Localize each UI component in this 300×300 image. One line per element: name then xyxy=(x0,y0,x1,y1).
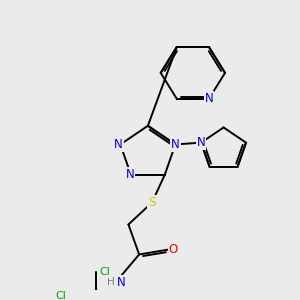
Text: N: N xyxy=(171,138,180,151)
Text: Cl: Cl xyxy=(55,291,66,300)
Text: O: O xyxy=(169,243,178,256)
Text: H: H xyxy=(107,278,115,287)
Text: N: N xyxy=(114,138,123,151)
Text: N: N xyxy=(197,136,206,149)
Text: Cl: Cl xyxy=(99,267,110,278)
Text: S: S xyxy=(148,196,156,209)
Text: N: N xyxy=(117,276,125,289)
Text: N: N xyxy=(125,168,134,181)
Text: N: N xyxy=(205,92,213,105)
